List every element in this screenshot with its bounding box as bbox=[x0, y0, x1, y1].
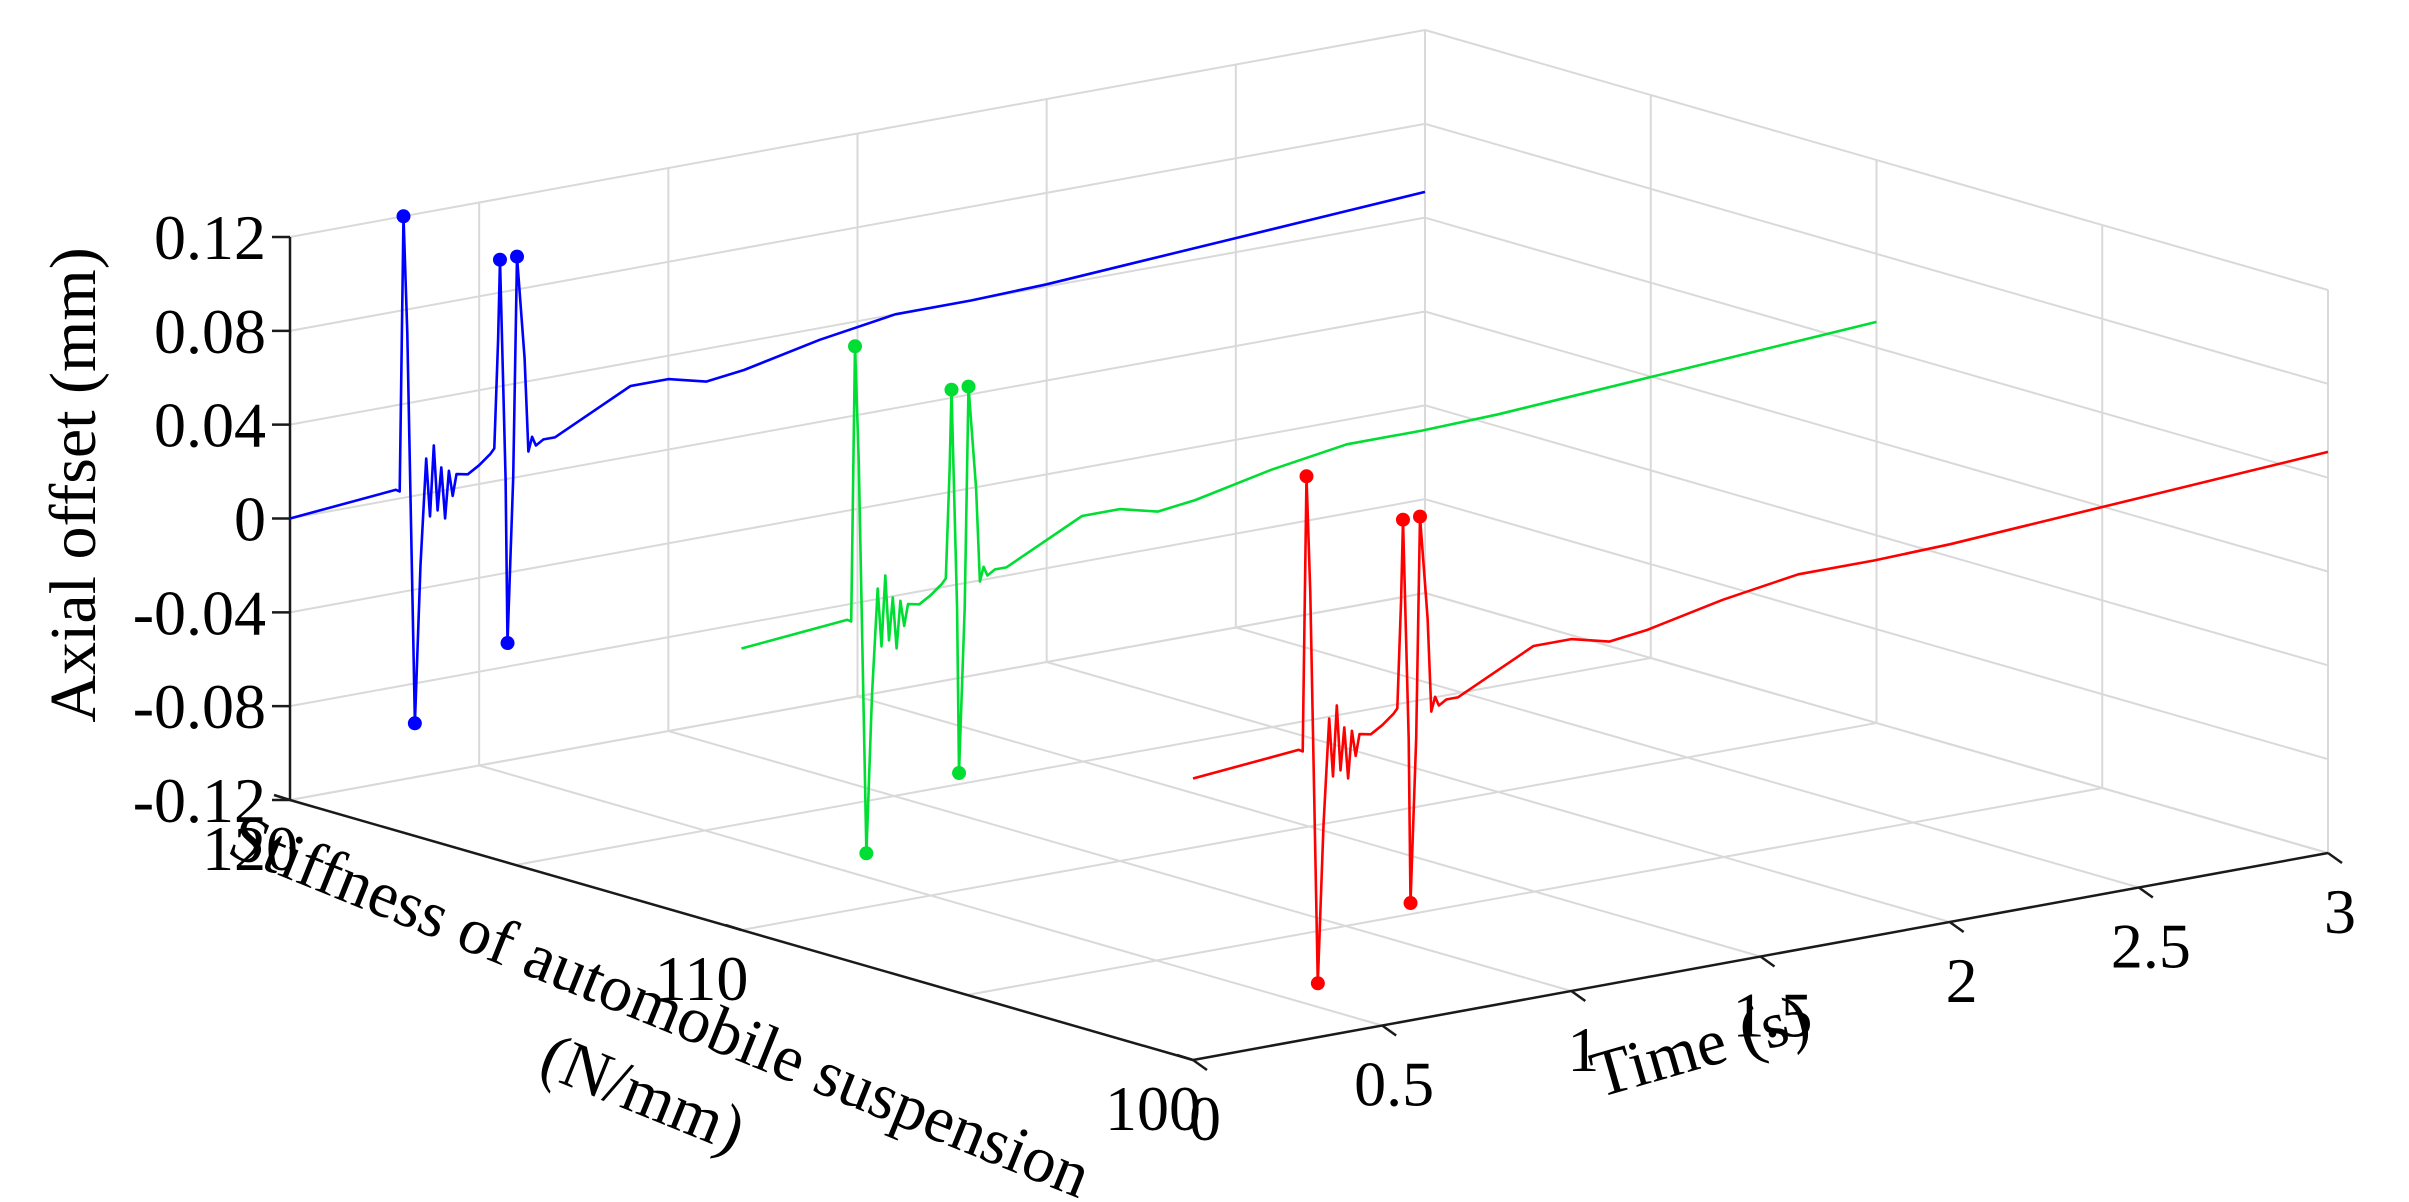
time-tick-label: 2.5 bbox=[2111, 911, 2191, 982]
time-tick bbox=[2327, 851, 2343, 865]
time-tick-label: 3 bbox=[2324, 876, 2356, 947]
side-wall-grid-line-z bbox=[1424, 310, 2329, 573]
back-wall-grid-line-z bbox=[289, 216, 1426, 426]
series-marker-120 bbox=[510, 249, 524, 264]
time-tick bbox=[1192, 1058, 1208, 1072]
z-tick-label: 0.04 bbox=[154, 390, 266, 461]
series-marker-100 bbox=[1403, 896, 1418, 911]
time-tick-label: 2 bbox=[1946, 945, 1978, 1016]
time-tick bbox=[1570, 989, 1587, 1003]
stiffness-tick bbox=[1176, 1053, 1194, 1062]
series-group bbox=[289, 190, 2329, 991]
side-wall-grid-line-z bbox=[1424, 404, 2329, 667]
side-wall-grid-line-z bbox=[1424, 216, 2329, 479]
floor-grid-line-stiffness bbox=[515, 657, 1651, 866]
series-marker-100 bbox=[1413, 509, 1427, 524]
back-wall-grid-line-z bbox=[289, 498, 1426, 708]
side-wall-grid-line-z bbox=[1424, 592, 2329, 854]
axes bbox=[272, 235, 2343, 1072]
z-tick-label: 0 bbox=[234, 484, 266, 555]
stiffness-tick bbox=[725, 923, 742, 932]
series-marker-100 bbox=[1395, 512, 1410, 527]
stiffness-tick-label: 120 bbox=[202, 813, 298, 884]
z-tick-label: 0.12 bbox=[154, 202, 266, 273]
series-marker-110 bbox=[859, 846, 874, 861]
series-marker-120 bbox=[500, 636, 515, 651]
series-marker-110 bbox=[952, 766, 967, 781]
floor-grid-line-stiffness bbox=[967, 787, 2103, 996]
series-marker-120 bbox=[407, 716, 422, 731]
time-tick bbox=[1759, 955, 1776, 968]
series-marker-110 bbox=[944, 382, 959, 397]
stiffness-tick bbox=[273, 793, 291, 802]
side-wall-grid-line-z bbox=[1424, 498, 2329, 761]
series-marker-100 bbox=[1310, 976, 1325, 991]
series-marker-120 bbox=[492, 252, 507, 267]
series-marker-100 bbox=[1299, 469, 1314, 484]
series-line-110 bbox=[741, 320, 1877, 855]
back-wall-grid-line-z bbox=[289, 404, 1426, 614]
back-wall-grid-line-z bbox=[289, 592, 1426, 801]
time-tick-label: 0.5 bbox=[1354, 1049, 1434, 1120]
time-tick-label: 1 bbox=[1567, 1014, 1599, 1085]
stiffness-tick-label: 100 bbox=[1105, 1073, 1201, 1144]
series-marker-110 bbox=[961, 379, 976, 394]
time-tick bbox=[1948, 920, 1965, 934]
z-tick-label: -0.04 bbox=[133, 577, 266, 648]
time-tick-label: 1.5 bbox=[1733, 980, 1813, 1051]
z-tick-label: 0.08 bbox=[154, 296, 266, 367]
time-tick bbox=[1381, 1024, 1397, 1037]
stiffness-tick-label: 110 bbox=[655, 943, 749, 1014]
series-line-120 bbox=[289, 190, 1426, 725]
side-wall-grid-line-z bbox=[1424, 29, 2329, 291]
z-axis-title: Axial offset (mm) bbox=[37, 247, 110, 722]
tick-labels: 0.12 0.08 0.04 0 -0.04 -0.08 -0.12 0 0.5 1 1.5 2 2.5… bbox=[133, 202, 2356, 1154]
series-marker-110 bbox=[848, 339, 862, 354]
z-tick-label: -0.12 bbox=[133, 765, 266, 836]
time-tick bbox=[2138, 886, 2154, 899]
time-tick-label: 0 bbox=[1189, 1083, 1221, 1154]
back-wall-grid-line-z bbox=[289, 122, 1426, 332]
side-wall-grid-line-z bbox=[1424, 122, 2329, 385]
series-line-100 bbox=[1192, 450, 2329, 985]
series-marker-120 bbox=[396, 209, 411, 224]
z-tick-label: -0.08 bbox=[133, 671, 266, 742]
floor-grid-line-stiffness bbox=[741, 722, 1877, 931]
back-wall-grid-line-z bbox=[289, 29, 1426, 238]
